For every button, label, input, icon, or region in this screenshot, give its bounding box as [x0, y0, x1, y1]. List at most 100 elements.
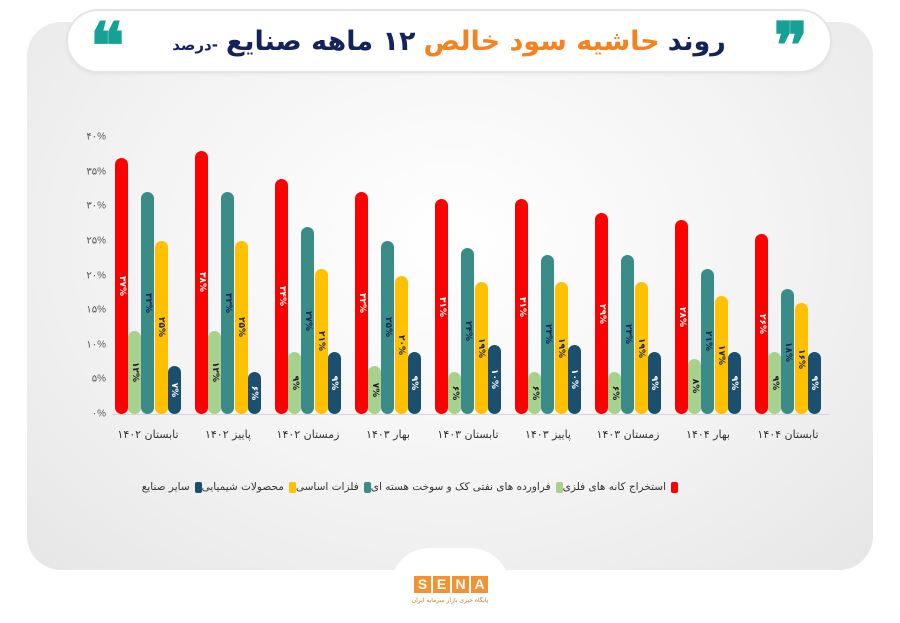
legend-swatch-icon	[555, 481, 563, 493]
bar-value-label: ۲۸%	[676, 307, 687, 328]
logo-letter: E	[433, 576, 450, 593]
bar-value-label: ۲۹%	[596, 303, 607, 324]
bar: ۲۸%	[675, 220, 688, 414]
bar-value-label: ۷%	[169, 382, 180, 398]
bar-value-label: ۶%	[449, 385, 460, 401]
bar-value-label: ۱۷%	[716, 345, 727, 366]
bar: ۲۱%	[314, 268, 328, 414]
legend-item: استخراج کانه های فلزی	[563, 481, 678, 493]
x-axis-category-label: زمستان ۱۴۰۳	[596, 428, 660, 441]
bar: ۲۵%	[234, 240, 248, 414]
bar-value-label: ۳۴%	[276, 286, 287, 307]
y-tick-label: ۳۵%	[86, 166, 106, 178]
y-tick-label: ۱۰%	[86, 339, 106, 351]
bar: ۲۳%	[621, 254, 635, 414]
x-axis-category-label: تابستان ۱۴۰۴	[757, 428, 819, 441]
bar: ۹%	[288, 351, 302, 414]
title-part-2: حاشیه سود خالص	[423, 25, 660, 57]
legend-label: سایر صنایع	[141, 481, 190, 493]
bar-value-label: ۳۷%	[116, 275, 127, 296]
logo-letter: A	[471, 576, 488, 593]
x-axis-category-label: بهار ۱۴۰۴	[686, 428, 730, 441]
bar-value-label: ۹%	[729, 375, 740, 391]
bar: ۶%	[608, 372, 622, 414]
bar: ۹%	[407, 351, 421, 414]
bar-value-label: ۹%	[649, 375, 660, 391]
bar-value-label: ۹%	[409, 375, 420, 391]
logo-letter: S	[414, 576, 431, 593]
logo-background	[390, 548, 510, 623]
bar-value-label: ۹%	[809, 375, 820, 391]
title-banner: ❞ روند حاشیه سود خالص ۱۲ ماهه صنایع -درص…	[68, 11, 830, 79]
legend-label: فراورده های نفتی کک و سوخت هسته ای	[370, 481, 551, 493]
bar-value-label: ۶%	[249, 385, 260, 401]
bar-value-label: ۱۸%	[782, 341, 793, 362]
bar-value-label: ۳۲%	[356, 293, 367, 314]
title-part-1: روند	[667, 25, 726, 57]
bar-value-label: ۲۳%	[622, 324, 633, 345]
bar-value-label: ۸%	[689, 379, 700, 394]
bar-value-label: ۱۲%	[209, 362, 220, 383]
x-axis-category-label: بهار ۱۴۰۳	[366, 428, 410, 441]
y-tick-label: ۰%	[91, 408, 106, 420]
bar: ۸%	[688, 358, 702, 414]
bar: ۳۲%	[355, 192, 368, 414]
bar: ۲۷%	[301, 227, 315, 414]
bar-value-label: ۷%	[369, 382, 380, 398]
bar-value-label: ۳۸%	[196, 272, 207, 293]
title-suffix: -درصد	[172, 35, 218, 54]
bar: ۳۲%	[221, 192, 235, 414]
x-axis-category-label: پاییز ۱۴۰۲	[204, 428, 251, 441]
bar: ۹%	[327, 351, 341, 414]
bar: ۹%	[768, 351, 782, 414]
legend-swatch-icon	[288, 481, 296, 493]
bar-value-label: ۲۴%	[462, 320, 473, 341]
bar: ۷%	[368, 365, 382, 414]
bar: ۹%	[727, 351, 741, 414]
y-tick-label: ۲۰%	[86, 270, 106, 281]
bar: ۱۸%	[781, 289, 795, 414]
legend-item: فراورده های نفتی کک و سوخت هسته ای	[371, 481, 563, 493]
chart-card	[27, 22, 873, 570]
legend-label: محصولات شیمیایی	[201, 481, 284, 493]
bar: ۲۶%	[755, 233, 768, 414]
legend-swatch-icon	[671, 481, 678, 493]
y-tick-label: ۵%	[91, 373, 106, 385]
bar-value-label: ۹%	[289, 375, 300, 391]
legend-label: استخراج کانه های فلزی	[562, 481, 666, 493]
bar: ۳۴%	[275, 178, 288, 414]
bar: ۶%	[247, 372, 261, 414]
bar-value-label: ۳۱%	[436, 296, 447, 317]
bar-value-label: ۳۱%	[516, 296, 527, 317]
bar: ۱۹%	[474, 282, 488, 414]
bar-value-label: ۲۵%	[156, 317, 167, 338]
y-tick-label: ۴۰%	[86, 131, 106, 143]
bar-value-label: ۱۹%	[476, 338, 487, 359]
bar-value-label: ۲۳%	[542, 324, 553, 345]
bar: ۶%	[528, 372, 542, 414]
bar: ۳۱%	[435, 199, 448, 414]
bar-value-label: ۶%	[529, 385, 540, 401]
page-title: روند حاشیه سود خالص ۱۲ ماهه صنایع -درصد	[172, 28, 726, 55]
bar-value-label: ۱۲%	[129, 362, 140, 383]
bar-value-label: ۶%	[609, 385, 620, 401]
x-axis-category-label: تابستان ۱۴۰۲	[117, 428, 179, 441]
bar-value-label: ۱۰%	[489, 369, 500, 390]
bar: ۳۲%	[141, 192, 155, 414]
bar: ۱۷%	[714, 296, 728, 414]
bar-value-label: ۲۷%	[302, 310, 313, 331]
quote-close-icon: ❝	[90, 9, 125, 84]
bar: ۱۶%	[794, 303, 808, 414]
bar: ۲۰%	[394, 275, 408, 414]
y-tick-label: ۱۵%	[86, 304, 106, 316]
x-axis-line	[112, 414, 830, 415]
x-axis-category-label: زمستان ۱۴۰۲	[276, 428, 340, 441]
quote-open-icon: ❞	[773, 9, 808, 84]
bar: ۱۰%	[567, 344, 581, 414]
bar: ۲۵%	[154, 240, 168, 414]
bar-value-label: ۱۰%	[569, 369, 580, 390]
x-axis-category-label: تابستان ۱۴۰۳	[437, 428, 499, 441]
bar: ۲۳%	[541, 254, 555, 414]
